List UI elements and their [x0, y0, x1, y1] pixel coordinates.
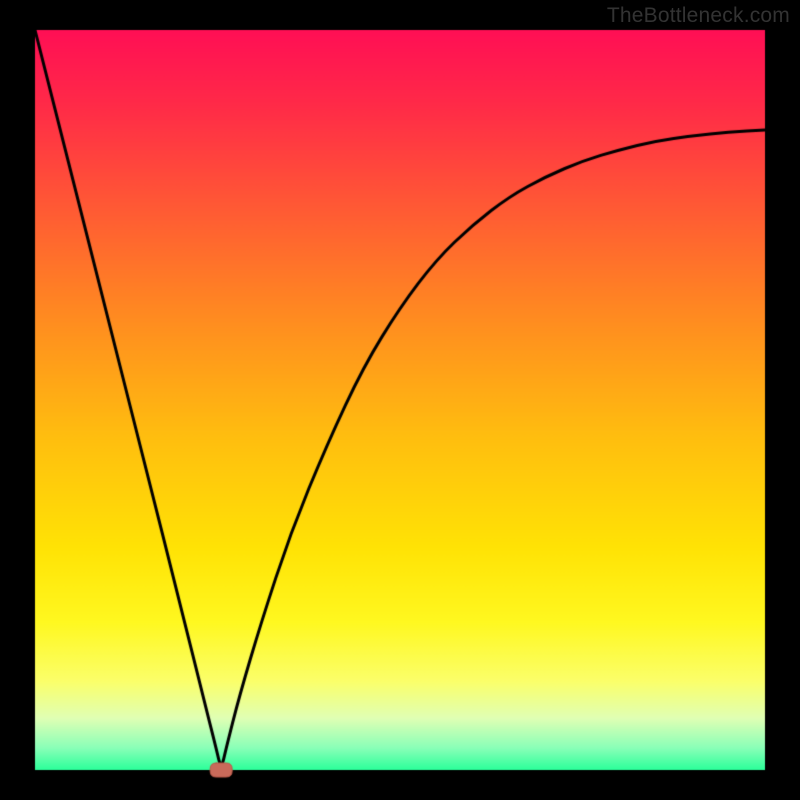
chart-container [0, 0, 800, 800]
watermark-text: TheBottleneck.com [607, 4, 790, 28]
bottleneck-chart-canvas [0, 0, 800, 800]
